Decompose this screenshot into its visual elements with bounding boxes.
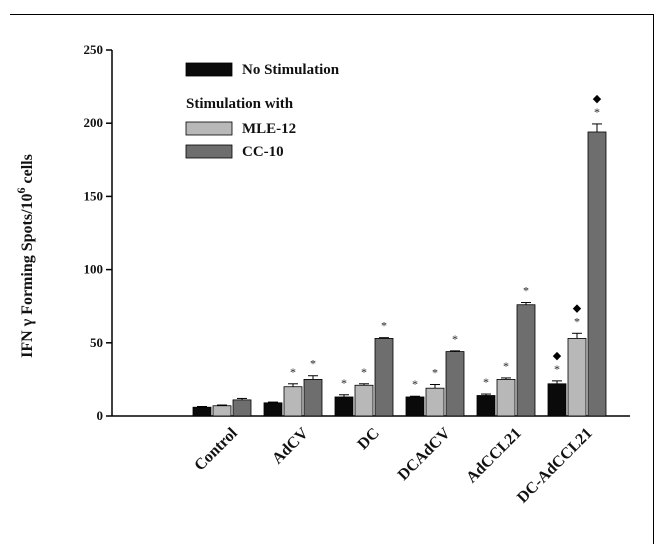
bar [232,399,252,417]
significance-star: * [310,357,316,371]
significance-star: * [361,365,367,379]
x-tick-label: Control [191,424,241,474]
significance-star: * [341,376,347,390]
bar [212,405,232,417]
legend-label: CC-10 [242,144,284,160]
significance-star: * [452,332,458,346]
bar [405,396,425,417]
y-tick-label: 200 [84,115,104,130]
significance-star: * [381,319,387,333]
y-tick-label: 250 [84,42,104,57]
bar [496,378,516,417]
bar [567,338,587,417]
bar [303,378,323,417]
y-tick-label: 50 [90,335,103,350]
y-axis-title-main: IFN γ Forming Spots/10 [19,193,36,357]
y-tick-label: 150 [84,188,104,203]
significance-diamond: ◆ [553,350,562,362]
bar [425,387,445,417]
legend-label: MLE-12 [242,121,296,137]
significance-star: * [594,105,600,119]
legend-label: No Stimulation [242,62,340,78]
y-axis-title-exponent: 6 [14,187,28,193]
bar [334,396,354,417]
bar [192,406,212,417]
bar [516,304,536,417]
bar [374,338,394,417]
bar [283,386,303,417]
significance-star: * [483,375,489,389]
figure-frame [10,14,654,544]
significance-star: * [523,284,529,298]
significance-star: * [503,359,509,373]
chart-bars: ************◆*◆*◆ [192,93,607,417]
significance-star: * [412,377,418,391]
x-tick-label: DC [354,425,382,453]
chart-legend: No Stimulation Stimulation with MLE-12 CC-1… [185,62,340,160]
x-tick-label: AdCCL21 [463,425,525,487]
legend-swatch [185,121,233,136]
x-tick-label: AdCV [269,424,312,467]
y-tick-label: 100 [84,262,104,277]
y-axis-title-tail: cells [19,154,36,187]
legend-swatch [185,144,233,159]
significance-star: * [290,365,296,379]
bar [547,383,567,417]
significance-star: * [432,366,438,380]
y-axis-title: IFN γ Forming Spots/106 cells [14,154,36,358]
bar [587,131,607,417]
legend-swatch [185,62,233,77]
significance-diamond: ◆ [593,93,602,105]
chart-axes: 0 50 100 150 200 250 Control AdCV DC DCAdCV AdCCL2… [84,42,630,507]
significance-diamond: ◆ [573,302,582,314]
bar [476,395,496,417]
significance-star: * [554,362,560,376]
legend-subheading: Stimulation with [186,96,294,112]
bar [263,402,283,417]
bar [354,384,374,417]
significance-star: * [574,314,580,328]
bar [445,351,465,417]
y-tick-label: 0 [97,408,104,423]
x-tick-label: DC-AdCCL21 [514,425,596,507]
x-tick-label: DCAdCV [395,424,454,483]
